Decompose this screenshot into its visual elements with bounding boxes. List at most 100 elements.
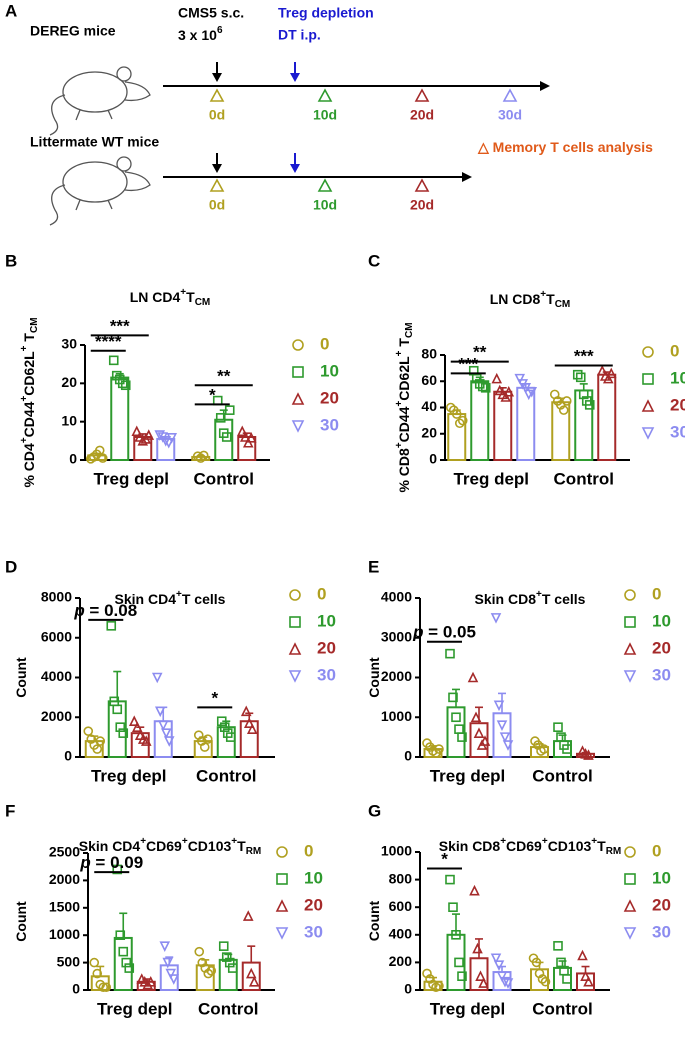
text-part: + <box>500 836 506 847</box>
panel-label: E <box>368 557 379 576</box>
text-part: T <box>597 838 606 854</box>
text-part: + <box>19 345 30 351</box>
y-tick-label: 8000 <box>41 589 72 605</box>
point <box>236 425 248 437</box>
panel-label: B <box>5 251 17 270</box>
legend-label: 0 <box>320 334 329 353</box>
point <box>572 369 583 380</box>
text-part: * <box>211 689 218 708</box>
y-tick-label: 0 <box>69 451 77 467</box>
y-tick-label: 6000 <box>41 628 72 644</box>
point <box>454 957 464 968</box>
y-tick-label: 40 <box>421 398 437 414</box>
legend-marker <box>276 873 288 885</box>
text-part: + <box>540 289 546 300</box>
injection-label: CMS5 s.c. <box>178 5 244 21</box>
legend-marker <box>288 642 302 655</box>
point <box>578 389 589 400</box>
text-part: Skin CD8 <box>439 838 501 854</box>
point <box>168 974 180 985</box>
chart-title: Skin CD8+T cells <box>475 589 586 607</box>
point <box>580 970 591 981</box>
y-tick-label: 800 <box>389 870 413 886</box>
panel-label: A <box>5 1 17 20</box>
legend-marker <box>623 927 637 940</box>
point <box>95 736 106 746</box>
point <box>165 968 177 980</box>
text-part: + <box>180 287 186 298</box>
point <box>88 452 99 462</box>
point <box>493 700 505 712</box>
point <box>514 373 526 385</box>
point <box>92 744 103 754</box>
significance-label: p = 0.09 <box>79 854 143 873</box>
legend-label: 30 <box>320 415 339 434</box>
bar <box>214 418 234 461</box>
text-part: + <box>394 401 405 407</box>
point <box>154 706 166 718</box>
legend-marker <box>623 670 637 683</box>
point <box>499 732 511 743</box>
bar <box>195 964 215 992</box>
day-label: 20d <box>410 107 434 123</box>
bar <box>470 380 490 461</box>
point <box>451 409 462 419</box>
x-tick-label: Control <box>532 999 592 1018</box>
point <box>448 902 458 913</box>
point <box>160 728 172 739</box>
y-tick-label: 1000 <box>381 708 412 724</box>
point <box>117 378 128 389</box>
text-part: + <box>19 437 30 443</box>
text-part: Skin CD4 <box>115 591 177 607</box>
chart-title: Skin CD8+CD69+CD103+TRM <box>439 836 622 857</box>
text-part: ** <box>473 343 487 362</box>
point <box>140 735 152 746</box>
text-part: CD62L <box>21 351 37 396</box>
y-tick-label: 400 <box>389 926 413 942</box>
legend-marker <box>289 616 301 628</box>
text-part: CD103 <box>548 838 592 854</box>
point <box>199 742 210 752</box>
point <box>157 720 169 731</box>
chart-title: LN CD8+TCM <box>490 289 571 310</box>
point <box>583 975 594 987</box>
significance-label: *** <box>110 317 130 336</box>
significance-label: * <box>211 689 218 708</box>
legend-marker <box>275 899 289 912</box>
chart-title: Skin CD4+CD69+CD103+TRM <box>79 836 262 857</box>
legend-label: 10 <box>304 868 323 887</box>
point <box>454 724 464 734</box>
legend-marker <box>291 392 305 405</box>
point <box>120 380 131 391</box>
point <box>121 957 132 968</box>
depletion-label: Treg depletion <box>278 5 374 21</box>
legend-label: 30 <box>670 422 685 441</box>
text-part: + <box>394 350 405 356</box>
point <box>194 946 205 957</box>
text-part: + <box>394 442 405 448</box>
point <box>454 418 465 429</box>
bar <box>516 386 536 461</box>
point <box>118 728 129 738</box>
legend-label: 0 <box>652 841 661 860</box>
point <box>219 722 230 732</box>
point <box>240 705 252 717</box>
text-part: * <box>209 386 216 405</box>
point <box>89 957 100 968</box>
text-part: T <box>237 838 246 854</box>
x-tick-label: Control <box>554 469 614 488</box>
text-part: + <box>591 836 597 847</box>
point <box>457 971 467 982</box>
day-label: 30d <box>498 107 522 123</box>
point <box>561 396 572 406</box>
day-label: 10d <box>313 197 337 213</box>
bar <box>551 401 571 461</box>
day-label: 10d <box>313 107 337 123</box>
point <box>202 734 213 744</box>
y-tick-label: 1000 <box>381 843 412 859</box>
legend-marker <box>642 373 654 385</box>
point <box>160 436 172 447</box>
text-part: LN CD4 <box>130 289 181 305</box>
point <box>195 453 206 463</box>
legend-label: 0 <box>670 341 679 360</box>
